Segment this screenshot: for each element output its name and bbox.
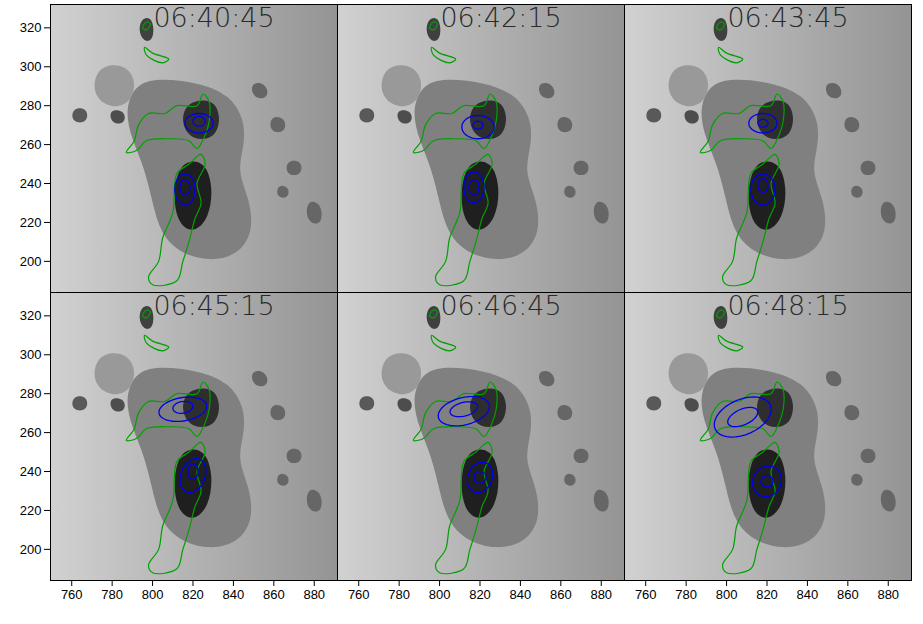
svg-text:760: 760 (348, 587, 370, 602)
svg-text:820: 820 (756, 587, 778, 602)
svg-text:820: 820 (469, 587, 491, 602)
svg-text:800: 800 (716, 587, 738, 602)
svg-text:06:42:15: 06:42:15 (440, 2, 561, 33)
svg-text:06:45:15: 06:45:15 (153, 290, 274, 321)
svg-text:880: 880 (303, 587, 325, 602)
svg-text:800: 800 (429, 587, 451, 602)
svg-text:780: 780 (675, 587, 697, 602)
svg-text:06:40:45: 06:40:45 (153, 2, 274, 33)
svg-text:840: 840 (797, 587, 819, 602)
svg-text:860: 860 (263, 587, 285, 602)
svg-text:780: 780 (101, 587, 123, 602)
svg-text:880: 880 (590, 587, 612, 602)
svg-text:840: 840 (223, 587, 245, 602)
svg-text:880: 880 (877, 587, 899, 602)
svg-text:840: 840 (510, 587, 532, 602)
svg-text:240: 240 (20, 176, 42, 191)
svg-text:260: 260 (20, 137, 42, 152)
svg-text:320: 320 (20, 308, 42, 323)
svg-text:760: 760 (635, 587, 657, 602)
svg-text:06:43:45: 06:43:45 (727, 2, 848, 33)
svg-text:860: 860 (550, 587, 572, 602)
svg-text:820: 820 (182, 587, 204, 602)
svg-text:300: 300 (20, 59, 42, 74)
svg-text:06:48:15: 06:48:15 (727, 290, 848, 321)
svg-text:200: 200 (20, 542, 42, 557)
svg-text:860: 860 (837, 587, 859, 602)
svg-text:240: 240 (20, 464, 42, 479)
svg-text:260: 260 (20, 425, 42, 440)
svg-text:780: 780 (388, 587, 410, 602)
svg-text:06:46:45: 06:46:45 (440, 290, 561, 321)
svg-text:300: 300 (20, 347, 42, 362)
svg-text:760: 760 (61, 587, 83, 602)
svg-text:320: 320 (20, 20, 42, 35)
svg-text:280: 280 (20, 98, 42, 113)
svg-text:800: 800 (142, 587, 164, 602)
svg-text:220: 220 (20, 215, 42, 230)
svg-text:280: 280 (20, 386, 42, 401)
svg-text:220: 220 (20, 503, 42, 518)
svg-text:200: 200 (20, 254, 42, 269)
